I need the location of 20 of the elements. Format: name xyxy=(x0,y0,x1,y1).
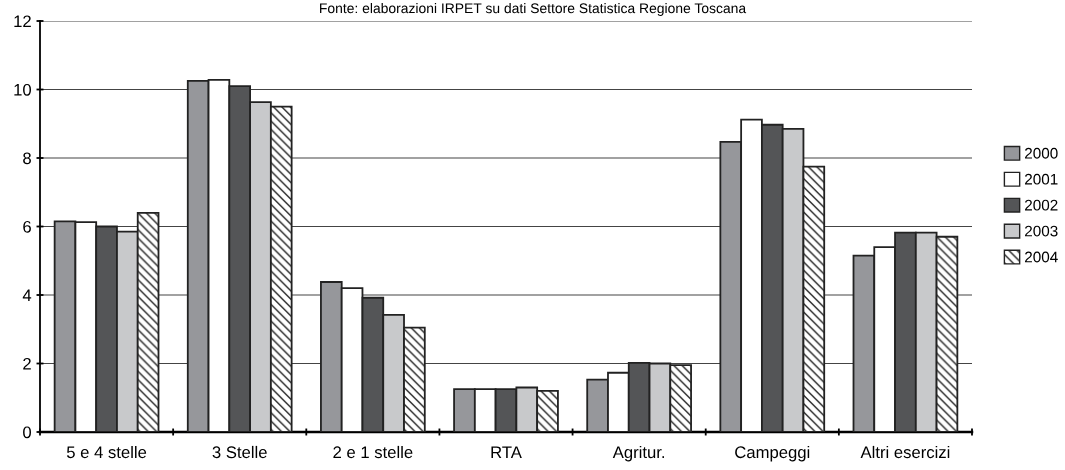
x-tick-label: RTA xyxy=(491,446,522,458)
y-tick-label: 4 xyxy=(22,289,32,302)
x-tick-label: Altri esercizi xyxy=(860,445,950,459)
legend-label: 2004 xyxy=(1025,251,1058,263)
x-tick-label: 5 e 4 stelle xyxy=(66,445,147,459)
legend-label: 2003 xyxy=(1025,225,1058,237)
y-tick-label: 2 xyxy=(23,357,31,370)
legend-label: 2001 xyxy=(1025,173,1058,185)
y-tick-label: 8 xyxy=(23,152,31,165)
x-tick-label: 3 Stelle xyxy=(212,445,267,459)
y-tick-label: 12 xyxy=(14,15,31,28)
chart-title: Fonte: elaborazioni IRPET su dati Settore Statistica Regione Toscana xyxy=(320,3,747,16)
x-tick-label: Agritur. xyxy=(612,445,665,462)
legend-label: 2000 xyxy=(1025,147,1058,159)
y-tick-label: 10 xyxy=(14,83,32,96)
x-tick-label: 2 e 1 stelle xyxy=(333,445,413,459)
y-tick-label: 0 xyxy=(23,426,32,439)
y-tick-label: 6 xyxy=(23,220,31,233)
legend-label: 2002 xyxy=(1025,199,1058,211)
x-tick-label: Campeggi xyxy=(735,445,810,462)
